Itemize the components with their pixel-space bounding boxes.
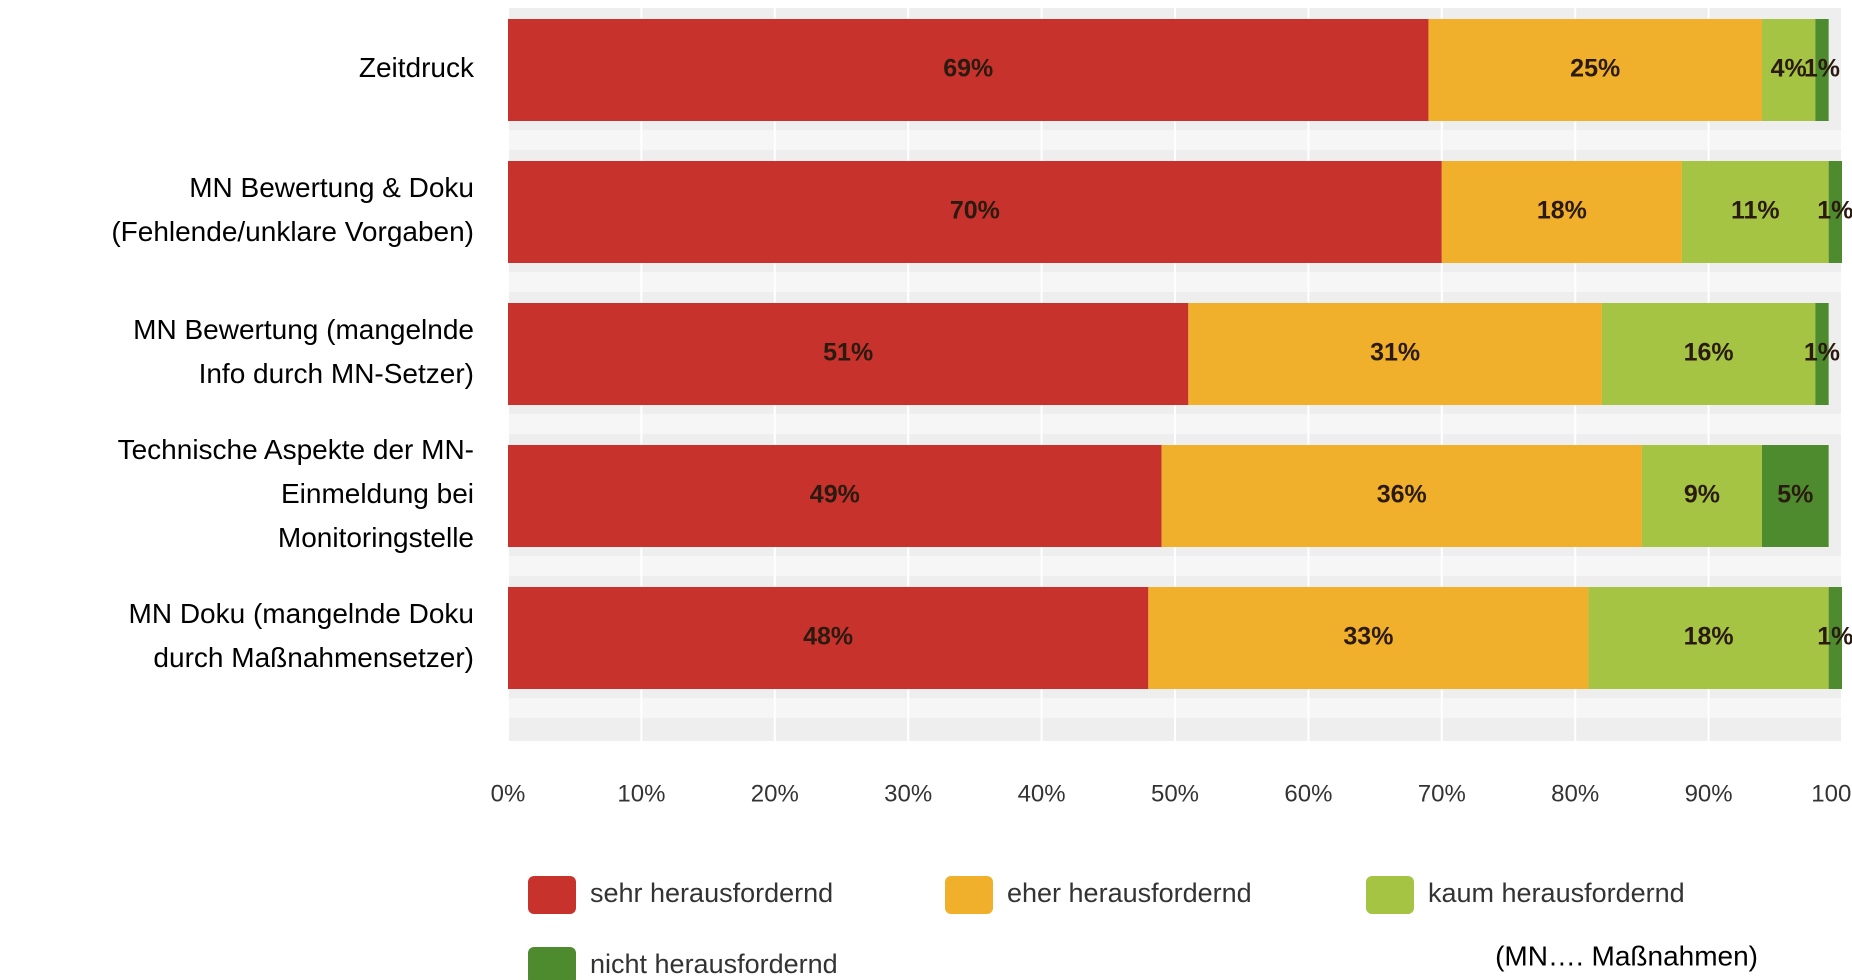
x-tick-label: 50% bbox=[1151, 780, 1199, 807]
value-label: 18% bbox=[1537, 197, 1587, 225]
bar-segment bbox=[1761, 19, 1816, 121]
value-label: 33% bbox=[1343, 623, 1393, 651]
value-label: 5% bbox=[1777, 481, 1813, 509]
x-tick-label: 80% bbox=[1551, 780, 1599, 807]
bar-segment bbox=[1588, 587, 1829, 689]
value-label: 1% bbox=[1804, 339, 1840, 367]
bar-segment bbox=[508, 161, 1442, 263]
legend-label: nicht herausfordernd bbox=[590, 949, 838, 979]
bar-segment bbox=[1441, 161, 1682, 263]
value-label: 11% bbox=[1731, 197, 1780, 225]
bar-segment bbox=[1761, 445, 1829, 547]
bar-segment bbox=[1428, 19, 1762, 121]
x-tick-label: 90% bbox=[1685, 780, 1733, 807]
legend-label: eher herausfordernd bbox=[1007, 878, 1252, 908]
legend-swatch bbox=[1366, 876, 1414, 914]
bar-segment bbox=[508, 19, 1429, 121]
bar-segment bbox=[1681, 161, 1829, 263]
x-tick-label: 70% bbox=[1418, 780, 1466, 807]
value-label: 48% bbox=[803, 623, 853, 651]
bar-segment bbox=[1828, 161, 1842, 263]
bar-segment bbox=[1148, 587, 1589, 689]
category-label: Zeitdruck bbox=[359, 52, 475, 83]
x-tick-label: 60% bbox=[1284, 780, 1332, 807]
x-tick-label: 100% bbox=[1811, 780, 1852, 807]
category-label: MN Bewertung & Doku (Fehlende/unklare Vor… bbox=[111, 172, 474, 247]
bar-segment bbox=[1641, 445, 1762, 547]
bar-segment bbox=[1188, 303, 1602, 405]
legend-swatch bbox=[528, 876, 576, 914]
value-label: 16% bbox=[1684, 339, 1734, 367]
x-tick-label: 0% bbox=[491, 780, 526, 807]
category-label: MN Bewertung (mangelnde Info durch MN-Set… bbox=[133, 314, 474, 389]
bar-segment bbox=[1815, 303, 1829, 405]
legend-swatch bbox=[528, 947, 576, 980]
value-label: 1% bbox=[1817, 623, 1852, 651]
bar-segment bbox=[508, 303, 1189, 405]
category-label: MN Doku (mangelnde Doku durch Maßnahmense… bbox=[129, 598, 475, 673]
value-label: 1% bbox=[1804, 55, 1840, 83]
value-label: 31% bbox=[1370, 339, 1420, 367]
bar-segment bbox=[1828, 587, 1842, 689]
value-label: 18% bbox=[1684, 623, 1734, 651]
value-label: 9% bbox=[1684, 481, 1720, 509]
value-label: 4% bbox=[1771, 55, 1807, 83]
annotation: (MN…. Maßnahmen) bbox=[1495, 940, 1758, 971]
legend-swatch bbox=[945, 876, 993, 914]
bar-segment bbox=[1815, 19, 1829, 121]
legend-label: sehr herausfordernd bbox=[590, 878, 833, 908]
value-label: 49% bbox=[810, 481, 860, 509]
bar-segment bbox=[508, 587, 1149, 689]
legend-label: kaum herausfordernd bbox=[1428, 878, 1685, 908]
x-tick-label: 10% bbox=[617, 780, 665, 807]
bar-segment bbox=[1161, 445, 1642, 547]
x-tick-label: 20% bbox=[751, 780, 799, 807]
category-label: Technische Aspekte der MN-Einmeldung bei… bbox=[118, 434, 474, 553]
value-label: 36% bbox=[1377, 481, 1427, 509]
value-label: 1% bbox=[1817, 197, 1852, 225]
value-label: 69% bbox=[943, 55, 993, 83]
value-label: 51% bbox=[823, 339, 873, 367]
value-label: 25% bbox=[1570, 55, 1620, 83]
bar-segment bbox=[1601, 303, 1816, 405]
value-label: 70% bbox=[950, 197, 1000, 225]
x-tick-label: 30% bbox=[884, 780, 932, 807]
x-tick-label: 40% bbox=[1018, 780, 1066, 807]
bar-segment bbox=[508, 445, 1162, 547]
